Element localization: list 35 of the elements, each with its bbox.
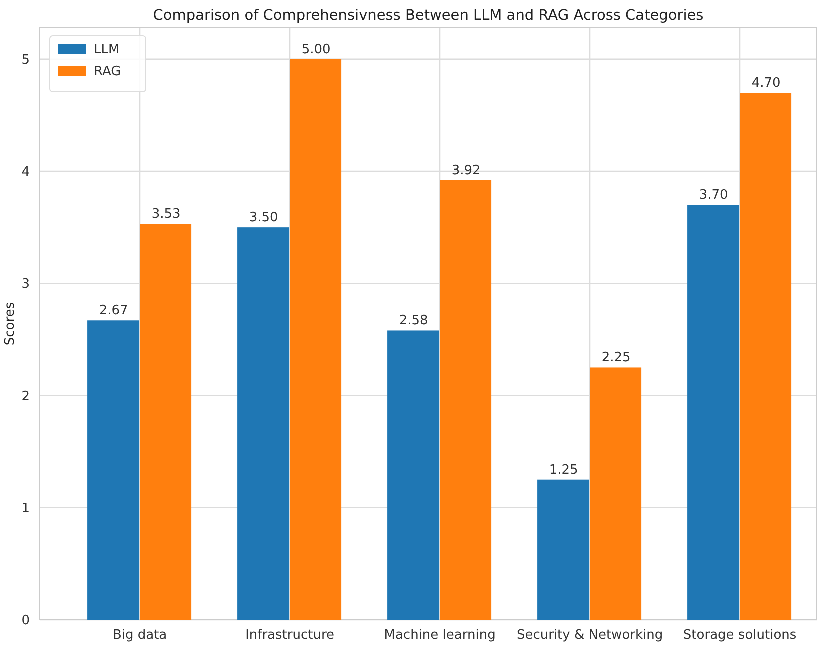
bar bbox=[238, 228, 290, 620]
y-tick-label: 1 bbox=[22, 501, 30, 516]
data-label: 3.92 bbox=[452, 163, 481, 178]
data-label: 3.50 bbox=[249, 210, 278, 226]
y-tick-label: 5 bbox=[22, 52, 30, 68]
bar bbox=[538, 480, 590, 620]
x-tick-label: Security & Networking bbox=[516, 628, 664, 643]
data-label: 2.25 bbox=[602, 350, 631, 366]
y-tick-label: 0 bbox=[22, 614, 30, 629]
bar bbox=[140, 224, 192, 620]
data-label: 2.67 bbox=[99, 304, 128, 319]
bar bbox=[440, 180, 492, 620]
bar bbox=[740, 93, 792, 620]
legend-label: LLM bbox=[94, 42, 120, 58]
legend-label: RAG bbox=[94, 64, 122, 80]
x-tick-label: Big data bbox=[112, 628, 168, 643]
bar bbox=[590, 368, 642, 620]
data-label: 3.70 bbox=[699, 188, 728, 204]
x-tick-label: Infrastructure bbox=[246, 628, 335, 643]
y-tick-label: 4 bbox=[22, 165, 30, 180]
y-tick-label: 2 bbox=[22, 389, 30, 404]
chart-title: Comparison of Comprehensivness Between LLM and RAG Across Categories bbox=[153, 8, 704, 24]
data-label: 5.00 bbox=[302, 42, 331, 58]
y-tick-label: 3 bbox=[22, 277, 30, 292]
data-label: 3.53 bbox=[152, 207, 181, 222]
bar bbox=[88, 320, 140, 620]
data-label: 2.58 bbox=[399, 314, 428, 329]
bar bbox=[290, 59, 342, 620]
data-label: 1.25 bbox=[549, 462, 578, 478]
bar bbox=[688, 205, 740, 620]
data-label: 4.70 bbox=[752, 76, 781, 92]
x-tick-label: Machine learning bbox=[384, 628, 496, 643]
bar bbox=[388, 330, 440, 620]
x-tick-label: Storage solutions bbox=[683, 628, 797, 643]
y-axis-title: Scores bbox=[3, 302, 18, 346]
